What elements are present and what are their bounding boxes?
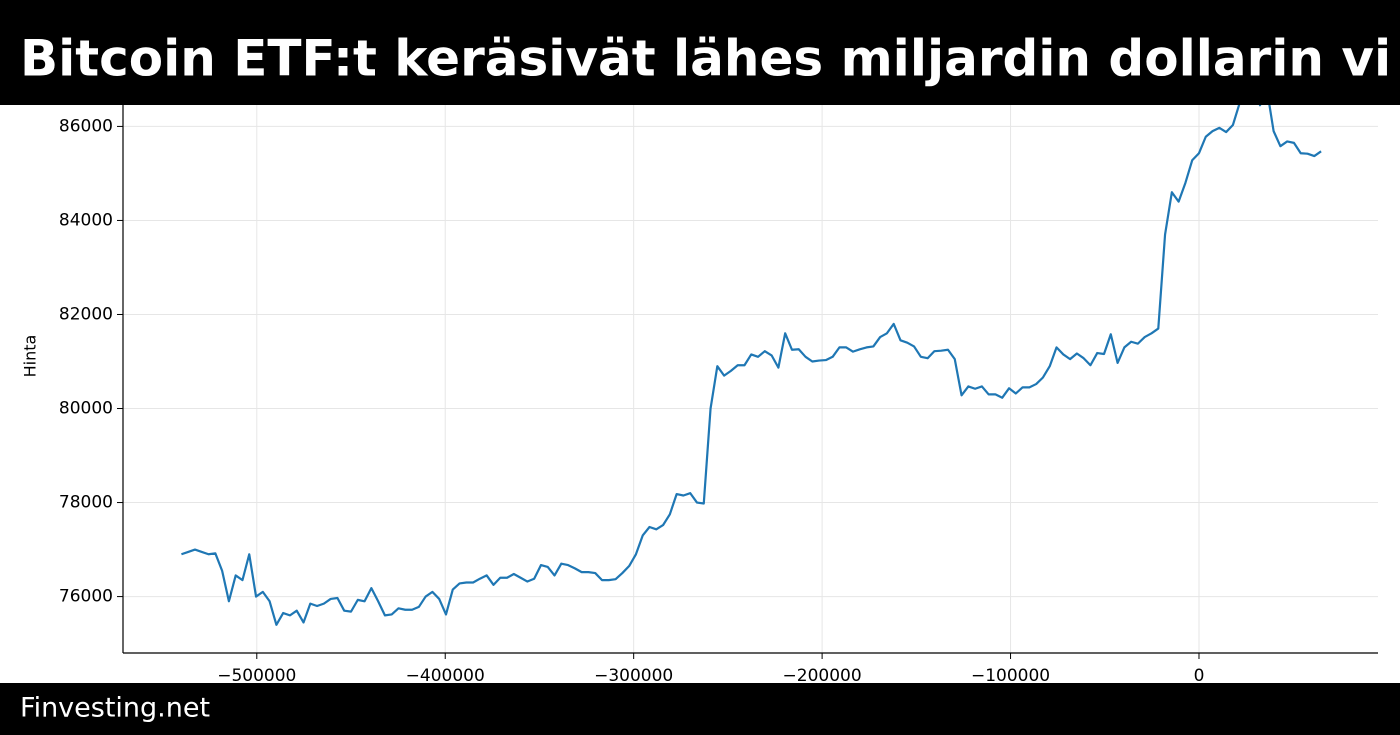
- y-tick-label: 84000: [59, 210, 113, 230]
- y-tick-label: 86000: [59, 116, 113, 136]
- x-tick-label: −400000: [406, 666, 485, 686]
- y-tick-label: 76000: [59, 587, 113, 607]
- title-banner: [0, 0, 1400, 105]
- y-tick-label: 80000: [59, 399, 113, 419]
- chart-title: Bitcoin ETF:t keräsivät lähes miljardin …: [20, 30, 1391, 88]
- x-tick-label: 0: [1194, 666, 1205, 686]
- y-axis-label: Hinta: [21, 335, 40, 378]
- x-tick-label: −500000: [217, 666, 296, 686]
- plot-area: [123, 0, 1378, 653]
- x-tick-label: −100000: [971, 666, 1050, 686]
- y-tick-label: 78000: [59, 493, 113, 513]
- x-tick-label: −300000: [594, 666, 673, 686]
- y-tick-label: 82000: [59, 304, 113, 324]
- axes: 76000 78000 80000 82000 84000 86000 −500000 −40…: [59, 116, 1204, 686]
- footer-banner: [0, 683, 1400, 735]
- price-line: [181, 83, 1322, 626]
- x-tick-label: −200000: [783, 666, 862, 686]
- footer-text: Finvesting.net: [20, 693, 210, 724]
